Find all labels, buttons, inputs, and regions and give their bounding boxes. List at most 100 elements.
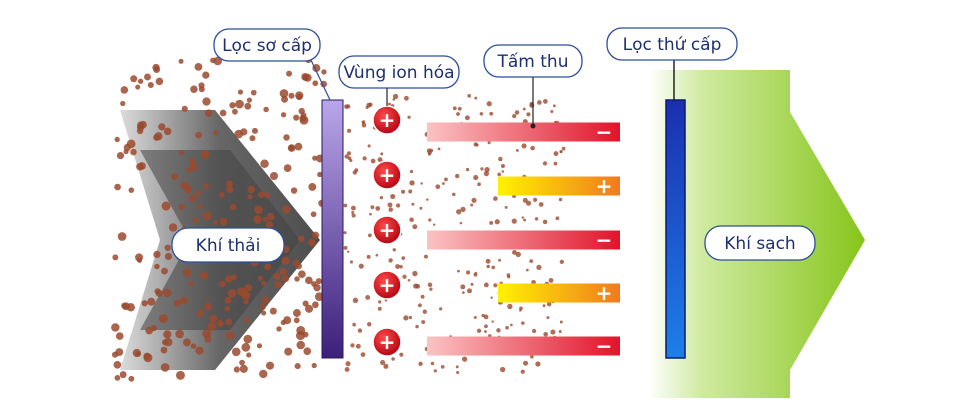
- particle: [525, 200, 532, 206]
- particle: [290, 187, 298, 194]
- particle: [204, 335, 212, 343]
- particle: [493, 283, 498, 288]
- particle: [188, 194, 197, 203]
- particle: [432, 223, 436, 226]
- particle: [120, 100, 126, 107]
- particle: [183, 338, 191, 347]
- particle: [498, 258, 502, 262]
- particle: [153, 134, 160, 141]
- particle: [263, 106, 269, 113]
- particle: [225, 331, 235, 340]
- particle: [561, 146, 566, 151]
- particle: [130, 148, 137, 156]
- particle: [128, 187, 135, 193]
- particle: [114, 374, 121, 381]
- particle: [471, 197, 477, 203]
- particle: [487, 141, 491, 145]
- particle: [467, 288, 472, 294]
- particle: [195, 190, 201, 196]
- particle: [392, 93, 399, 100]
- particle: [379, 195, 384, 200]
- particle: [179, 150, 185, 156]
- particle: [240, 128, 248, 136]
- particle: [435, 184, 441, 190]
- particle: [536, 264, 542, 270]
- label-box: [606, 27, 738, 61]
- particle: [538, 202, 544, 207]
- particle: [523, 360, 529, 366]
- particle: [504, 205, 508, 209]
- label-box: [704, 225, 816, 261]
- particle: [346, 151, 352, 156]
- particle: [439, 307, 443, 311]
- ion: [372, 327, 402, 357]
- particle: [253, 215, 262, 224]
- particle: [212, 219, 219, 226]
- particle: [276, 326, 282, 332]
- particle: [409, 217, 414, 222]
- particle: [553, 161, 558, 166]
- particle: [377, 306, 382, 311]
- particle: [153, 250, 161, 259]
- particle: [136, 127, 144, 135]
- particle: [370, 205, 375, 210]
- particle: [485, 258, 491, 264]
- particle: [251, 127, 258, 134]
- particle: [232, 108, 238, 115]
- particle: [317, 171, 323, 178]
- particle: [553, 151, 559, 157]
- particle: [180, 296, 189, 305]
- particle: [137, 78, 144, 84]
- leader-dot: [530, 123, 536, 129]
- particle: [229, 203, 237, 211]
- particle: [296, 325, 306, 335]
- particle: [360, 352, 366, 357]
- particle: [259, 369, 268, 379]
- particle: [260, 159, 269, 169]
- particle: [135, 84, 141, 90]
- particle: [254, 205, 263, 215]
- particle: [188, 281, 194, 287]
- particle: [175, 370, 185, 380]
- particle: [433, 369, 437, 373]
- particle: [559, 320, 563, 324]
- ion-sign: +: [379, 273, 396, 297]
- label: Lọc sơ cấp: [222, 35, 312, 56]
- particle: [529, 259, 534, 264]
- particle: [298, 270, 306, 279]
- particle: [483, 314, 489, 320]
- ion-sign: +: [379, 330, 396, 354]
- particle: [154, 263, 160, 270]
- particle: [531, 328, 537, 334]
- particle: [403, 95, 409, 101]
- particle: [380, 152, 384, 156]
- particle: [368, 233, 372, 238]
- particle: [265, 361, 275, 370]
- particle: [367, 322, 372, 327]
- particle: [312, 155, 318, 161]
- particle: [207, 321, 217, 331]
- particle: [533, 197, 538, 202]
- particle: [311, 362, 317, 369]
- particle: [377, 157, 383, 163]
- particle: [350, 343, 355, 348]
- particle: [178, 203, 185, 211]
- particle: [313, 283, 321, 292]
- particle: [279, 89, 289, 98]
- particle: [351, 213, 356, 218]
- particle: [296, 340, 306, 350]
- particle: [546, 316, 550, 320]
- particle: [298, 107, 305, 115]
- particle: [428, 218, 432, 222]
- particle: [409, 180, 415, 186]
- particle: [182, 268, 192, 277]
- particle: [460, 206, 466, 212]
- particle: [420, 182, 423, 185]
- particle: [135, 253, 144, 262]
- collector-plate: [427, 336, 620, 356]
- particle: [190, 85, 198, 94]
- particle: [473, 175, 479, 181]
- particle: [490, 296, 493, 299]
- particle: [415, 324, 419, 329]
- particle: [489, 111, 494, 116]
